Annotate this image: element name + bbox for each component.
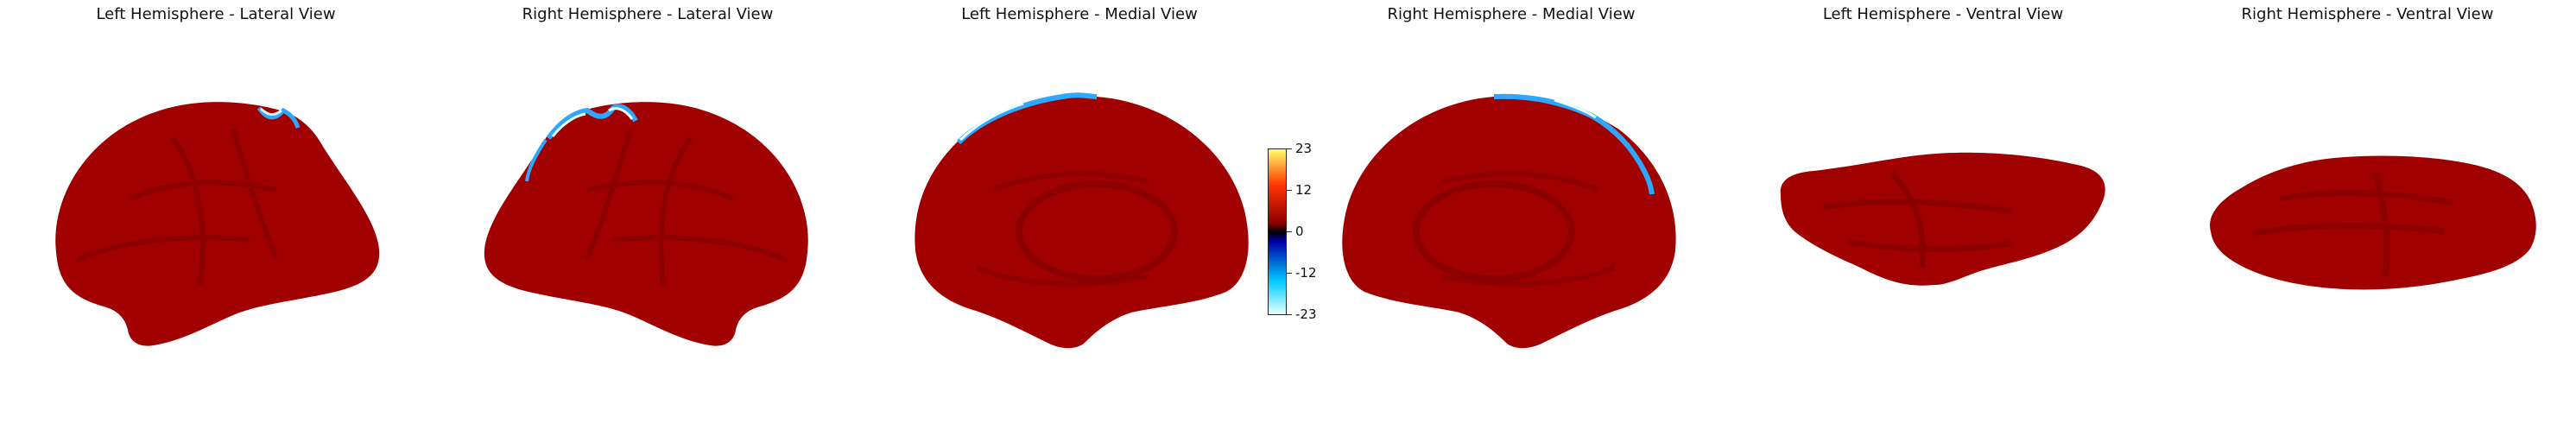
panel-rh-lateral: Right Hemisphere - Lateral View [432, 0, 864, 442]
panel-rh-medial: Right Hemisphere - Medial View [1295, 0, 1727, 442]
colorbar-tick [1287, 190, 1292, 191]
panel-title: Left Hemisphere - Ventral View [1822, 5, 2064, 23]
colorbar-tick-label: 12 [1295, 182, 1313, 198]
panel-lh-ventral: Left Hemisphere - Ventral View [1727, 0, 2159, 442]
colorbar-tick [1287, 148, 1292, 149]
colorbar-tick-label: -23 [1295, 306, 1317, 322]
panel-rh-ventral: Right Hemisphere - Ventral View [2159, 0, 2576, 442]
panel-lh-lateral: Left Hemisphere - Lateral View [0, 0, 432, 442]
brain-surface-rh-medial [1342, 93, 1676, 349]
colorbar-tick [1287, 314, 1292, 315]
panel-title: Left Hemisphere - Lateral View [96, 5, 336, 23]
panel-title: Right Hemisphere - Medial View [1387, 5, 1636, 23]
brain-surface-lh-ventral [1780, 152, 2105, 286]
brain-surface-lh-lateral [55, 102, 380, 346]
colorbar: 23 12 0 -12 -23 [1268, 141, 1317, 322]
colorbar-tick [1287, 231, 1292, 232]
colorbar-tick-label: -12 [1295, 265, 1317, 281]
brain-surface-rh-ventral [2210, 155, 2536, 290]
brain-surface-lh-medial [915, 92, 1249, 349]
colorbar-gradient [1268, 148, 1287, 315]
panel-title: Left Hemisphere - Medial View [961, 5, 1198, 23]
panel-title: Right Hemisphere - Ventral View [2241, 5, 2494, 23]
colorbar-tick-label: 0 [1295, 224, 1304, 239]
panel-title: Right Hemisphere - Lateral View [522, 5, 774, 23]
panel-lh-medial: Left Hemisphere - Medial View [864, 0, 1295, 442]
brain-surface-rh-lateral [484, 102, 808, 346]
colorbar-tick-label: 23 [1295, 141, 1313, 156]
colorbar-tick [1287, 273, 1292, 274]
